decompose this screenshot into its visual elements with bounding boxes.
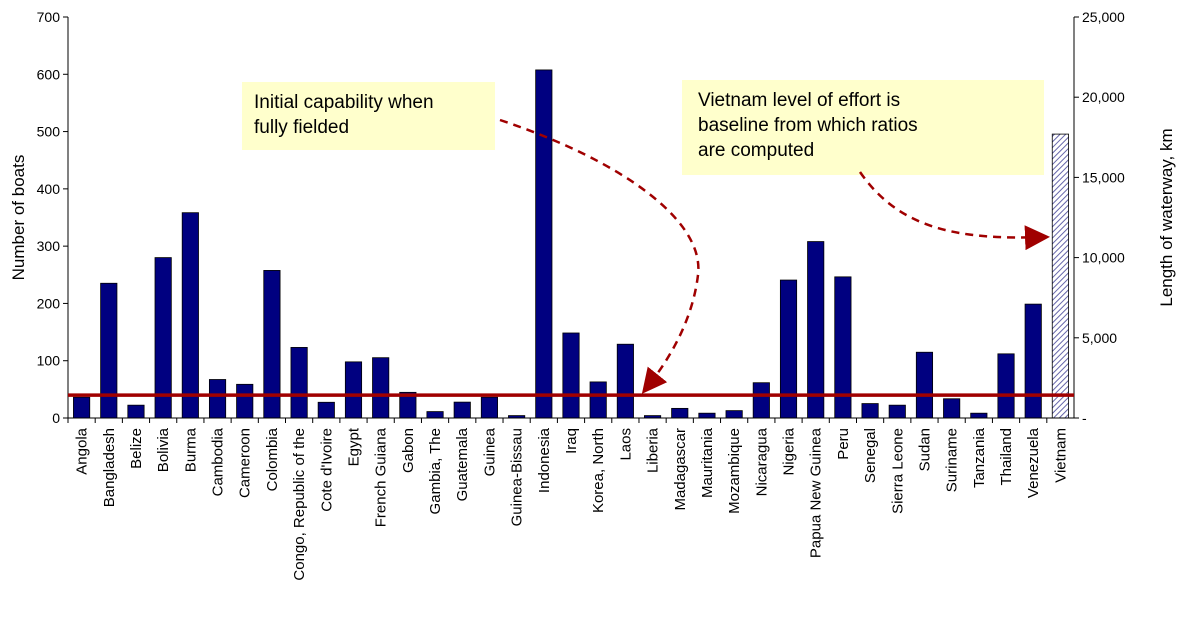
annotation-box	[682, 80, 1044, 175]
bar	[290, 347, 308, 419]
annotation-box	[242, 82, 495, 150]
y-tick-label: 700	[37, 9, 61, 25]
bar	[943, 398, 961, 419]
bar	[344, 361, 363, 419]
x-tick-label: Cameroon	[237, 428, 254, 498]
y-tick-label: 100	[37, 353, 61, 369]
x-tick-label: Bangladesh	[101, 428, 118, 507]
x-tick-label: Sudan	[916, 428, 933, 471]
x-tick-label: Guatemala	[454, 427, 471, 501]
x-tick-label: Korea, North	[590, 428, 607, 513]
x-tick-label: Burma	[182, 427, 199, 472]
bar	[127, 404, 145, 419]
x-tick-label: Nicaragua	[753, 427, 770, 496]
x-tick-label: Sierra Leone	[889, 428, 906, 514]
x-tick-label: Cambodia	[210, 427, 227, 496]
y2-tick-label: 5,000	[1082, 330, 1117, 346]
x-tick-label: Gambia, The	[427, 428, 444, 514]
bar	[589, 381, 607, 419]
plot	[73, 69, 1069, 419]
bar	[888, 404, 906, 419]
bar	[861, 403, 879, 419]
x-tick-label: Bolivia	[155, 427, 172, 472]
y2-tick-label: 25,000	[1082, 9, 1125, 25]
x-tick-label: Vietnam	[1052, 428, 1069, 483]
annotation-arrow	[858, 171, 1050, 251]
x-tick-label: Mozambique	[726, 428, 743, 514]
bar	[725, 410, 743, 419]
bar	[535, 69, 553, 419]
bar	[208, 379, 227, 419]
x-tick-label: Venezuela	[1025, 427, 1042, 498]
y-tick-label: 300	[37, 238, 61, 254]
y-tick-label: 400	[37, 181, 61, 197]
x-tick-label: Angola	[74, 427, 91, 474]
bar	[480, 396, 498, 419]
y2-tick-label: 15,000	[1082, 169, 1125, 185]
x-tick-label: Belize	[128, 428, 145, 469]
bar	[181, 212, 199, 419]
x-tick-label: Peru	[835, 428, 852, 460]
y-tick-label: 200	[37, 295, 61, 311]
bar	[73, 396, 91, 419]
x-tick-label: Nigeria	[781, 427, 798, 475]
x-tick-label: Tanzania	[971, 427, 988, 488]
bar	[100, 282, 118, 419]
y-tick-label: 500	[37, 124, 61, 140]
annotation-text: fully fielded	[254, 117, 349, 138]
x-tick-label: Gabon	[400, 428, 417, 473]
bar	[807, 241, 825, 419]
bar	[426, 411, 444, 419]
bar	[1051, 133, 1069, 419]
x-tick-label: Iraq	[563, 428, 580, 454]
x-tick-label: Guinea	[481, 427, 498, 476]
y2-axis-label: Length of waterway, km	[1157, 128, 1176, 306]
y2-tick-label: 10,000	[1082, 250, 1125, 266]
bar	[372, 357, 390, 419]
bar	[562, 332, 580, 419]
bar	[236, 383, 254, 419]
x-tick-label: Laos	[617, 428, 634, 461]
x-tick-label: Cote d'Ivoire	[318, 428, 335, 512]
x-tick-label: Senegal	[862, 428, 879, 483]
bar	[698, 412, 716, 419]
bar	[453, 401, 471, 419]
x-tick-label: Guinea-Bissau	[509, 428, 526, 526]
bar	[752, 382, 770, 419]
annotation-text: Initial capability when	[254, 92, 434, 113]
x-tick-label: Thailand	[998, 428, 1015, 486]
x-tick-label: Suriname	[944, 428, 961, 492]
annotation-text: are computed	[698, 140, 814, 161]
y-tick-label: 0	[52, 410, 60, 426]
annotation-text: Vietnam level of effort is	[698, 90, 900, 111]
bar	[779, 279, 798, 419]
bar	[1024, 303, 1042, 419]
annotation-text: baseline from which ratios	[698, 115, 918, 136]
x-tick-label: Liberia	[645, 427, 662, 473]
y2-tick-label: -	[1082, 410, 1087, 426]
bar	[915, 351, 934, 419]
x-tick-label: Madagascar	[672, 428, 689, 511]
x-tick-label: Mauritania	[699, 427, 716, 498]
x-tick-label: Indonesia	[536, 427, 553, 493]
annotation-arrow	[499, 118, 700, 394]
bar	[671, 407, 689, 419]
x-tick-label: Congo, Republic of the	[291, 428, 308, 581]
bar	[317, 401, 335, 419]
y-tick-label: 600	[37, 66, 61, 82]
y-axis-label: Number of boats	[9, 155, 28, 281]
bar	[970, 412, 988, 419]
bar	[616, 343, 634, 419]
x-tick-label: Colombia	[264, 427, 281, 491]
x-tick-label: Papua New Guinea	[808, 427, 825, 558]
x-tick-label: French Guiana	[373, 427, 390, 527]
y2-tick-label: 20,000	[1082, 89, 1125, 105]
bar	[997, 353, 1015, 419]
x-tick-label: Egypt	[345, 427, 362, 466]
